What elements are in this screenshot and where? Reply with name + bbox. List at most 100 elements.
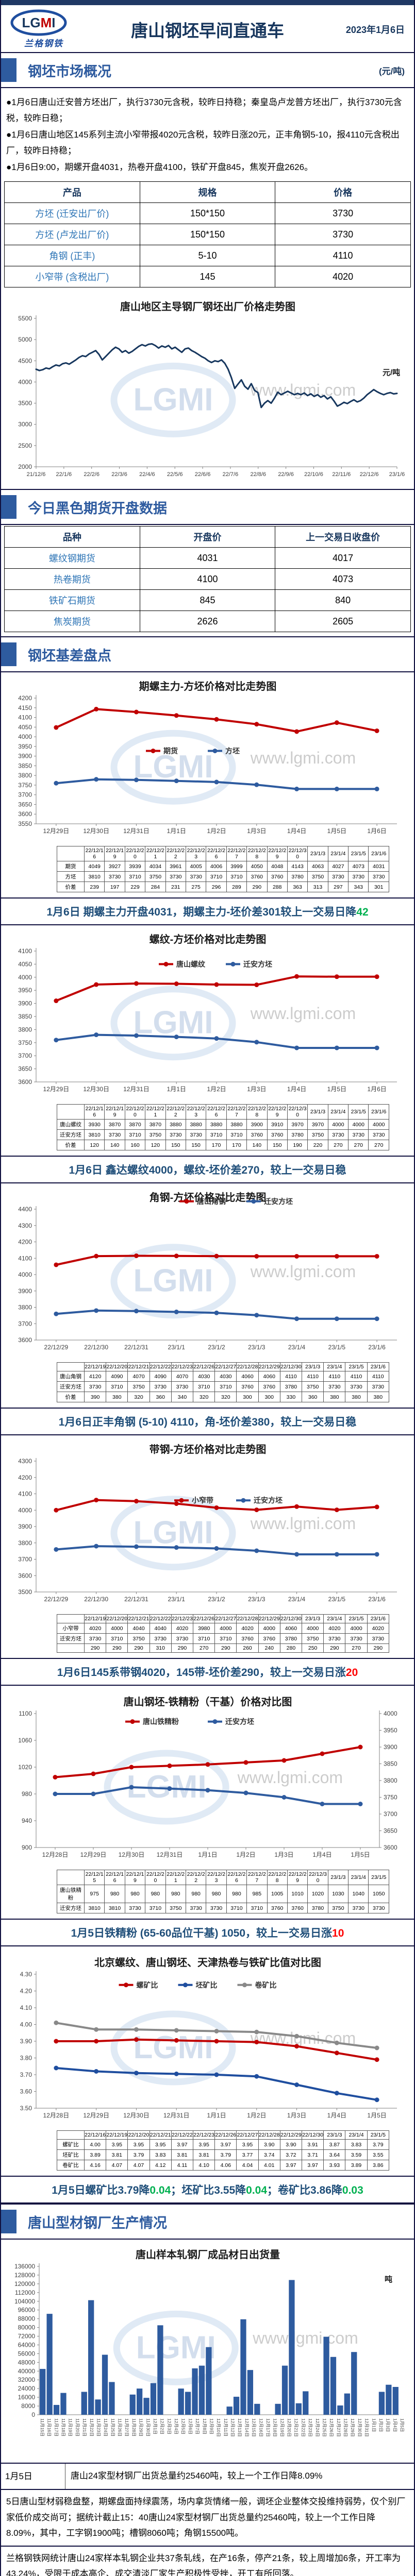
- svg-text:980: 980: [22, 1790, 32, 1798]
- svg-text:21/12/6: 21/12/6: [27, 471, 46, 478]
- svg-text:3.80: 3.80: [20, 2055, 32, 2062]
- svg-text:www.lgmi.com: www.lgmi.com: [250, 749, 356, 767]
- shipment-text: 唐山24家型材钢厂出货总量约25460吨，较上一个工作日降8.09%: [71, 2471, 323, 2481]
- chart-data-table: 22/12/15 22/12/16 22/12/19 22/12/20 22/12/21…: [57, 1870, 389, 1914]
- svg-text:23/1/1: 23/1/1: [168, 1596, 186, 1603]
- svg-text:4.00: 4.00: [20, 2021, 32, 2028]
- svg-text:12月3日: 12月3日: [167, 2418, 172, 2434]
- svg-text:3.60: 3.60: [20, 2088, 32, 2095]
- market-bullet-list: ●1月6日唐山迁安普方坯出厂，执行3730元含税，较昨日持稳；秦皇岛卢龙普方坯出…: [1, 88, 414, 180]
- svg-text:22/7/6: 22/7/6: [223, 471, 239, 478]
- svg-text:LGMI: LGMI: [134, 2030, 213, 2065]
- svg-text:12月18日: 12月18日: [273, 2418, 278, 2437]
- svg-text:12月16日: 12月16日: [258, 2418, 263, 2437]
- svg-text:1月2日: 1月2日: [247, 2112, 266, 2119]
- svg-text:12月17日: 12月17日: [265, 2418, 271, 2437]
- svg-text:12月28日: 12月28日: [42, 1851, 69, 1858]
- svg-text:136000: 136000: [14, 2263, 35, 2270]
- svg-text:4000: 4000: [18, 1506, 32, 1514]
- svg-text:12月29日: 12月29日: [83, 2112, 109, 2119]
- svg-text:3500: 3500: [18, 1588, 32, 1596]
- section-tab-icon: [1, 58, 16, 82]
- svg-text:1月5日: 1月5日: [367, 2112, 386, 2119]
- svg-text:小窄带: 小窄带: [192, 1496, 213, 1504]
- section-tab-icon: [1, 2210, 16, 2234]
- svg-text:11月26日: 11月26日: [118, 2418, 123, 2436]
- svg-text:1月2日: 1月2日: [236, 1851, 255, 1858]
- svg-text:11月29日: 11月29日: [139, 2418, 144, 2436]
- svg-text:3800: 3800: [18, 1539, 32, 1547]
- shipment-summary-row: 1月5日 唐山24家型材钢厂出货总量约25460吨，较上一个工作日降8.09%: [1, 2463, 414, 2489]
- table-row: 铁矿石期货 845 840: [4, 589, 411, 612]
- svg-text:12月20日: 12月20日: [287, 2418, 292, 2437]
- svg-text:12月10日: 12月10日: [216, 2418, 221, 2437]
- svg-text:22/2/6: 22/2/6: [84, 471, 99, 478]
- svg-text:1月4日: 1月4日: [287, 1086, 306, 1093]
- svg-text:22/9/6: 22/9/6: [278, 471, 294, 478]
- svg-text:12月24日: 12月24日: [315, 2418, 320, 2437]
- svg-text:1月1日: 1月1日: [371, 2418, 376, 2432]
- svg-text:12月25日: 12月25日: [322, 2418, 327, 2437]
- svg-text:4000: 4000: [18, 1271, 32, 1278]
- svg-text:23/1/4: 23/1/4: [288, 1344, 306, 1351]
- table-row: 方坯 (迁安出厂价) 150*150 3730: [4, 202, 411, 225]
- svg-text:12月23日: 12月23日: [308, 2418, 313, 2437]
- svg-text:22/12/6: 22/12/6: [360, 471, 379, 478]
- svg-text:12月11日: 12月11日: [223, 2418, 228, 2436]
- svg-text:3600: 3600: [18, 1078, 32, 1086]
- svg-text:23/1/5: 23/1/5: [328, 1596, 346, 1603]
- svg-text:22/5/6: 22/5/6: [167, 471, 183, 478]
- svg-text:迁安方坯: 迁安方坯: [225, 1718, 254, 1726]
- svg-text:迁安方坯: 迁安方坯: [243, 960, 272, 969]
- svg-text:3950: 3950: [18, 743, 32, 750]
- svg-text:4100: 4100: [18, 1490, 32, 1498]
- svg-text:16000: 16000: [18, 2394, 36, 2401]
- svg-text:4100: 4100: [18, 714, 32, 721]
- svg-text:4.30: 4.30: [20, 1971, 32, 1978]
- svg-text:3950: 3950: [18, 987, 32, 994]
- svg-text:迁安方坯: 迁安方坯: [254, 1496, 283, 1504]
- bullet-item: ●1月6日唐山地区145系列主流小窄带报4020元含税，较昨日涨20元，正丰角钢…: [6, 129, 400, 156]
- svg-text:期货: 期货: [163, 747, 178, 755]
- svg-text:4300: 4300: [18, 1458, 32, 1465]
- svg-text:卷矿比: 卷矿比: [255, 1981, 277, 1989]
- svg-text:4000: 4000: [18, 379, 32, 386]
- futures-open-table: 品种 开盘价 上一交易日收盘价 螺纹钢期货 4031 4017 热卷期货 4100 4073 铁矿…: [4, 526, 411, 633]
- svg-text:12月30日: 12月30日: [123, 2112, 150, 2119]
- svg-text:3650: 3650: [384, 1827, 397, 1835]
- svg-text:40000: 40000: [18, 2367, 36, 2375]
- production-paragraph-1: 5日唐山型材弱稳盘整，期螺盘面持绿震荡，场内拿货情绪一般，调坯企业整体交投维持弱…: [1, 2489, 414, 2546]
- svg-text:4150: 4150: [18, 704, 32, 711]
- svg-text:3700: 3700: [18, 791, 32, 799]
- svg-text:12月26日: 12月26日: [329, 2418, 334, 2437]
- svg-text:4000: 4000: [18, 733, 32, 740]
- table-angle-vs-billet: 22/12/19 22/12/20 22/12/21 22/12/22 22/12/23…: [1, 1362, 414, 1403]
- svg-text:11月25日: 11月25日: [110, 2418, 115, 2436]
- svg-text:3900: 3900: [384, 1743, 397, 1751]
- svg-text:12月9日: 12月9日: [209, 2418, 214, 2434]
- svg-text:11月18日: 11月18日: [61, 2418, 66, 2436]
- svg-text:4100: 4100: [18, 947, 32, 955]
- svg-text:12月15日: 12月15日: [252, 2418, 257, 2437]
- svg-text:期螺主力-方坯价格对比走势图: 期螺主力-方坯价格对比走势图: [139, 680, 277, 692]
- shipment-date: 1月5日: [1, 2464, 65, 2489]
- svg-text:32000: 32000: [18, 2376, 36, 2383]
- svg-text:唐山角钢: 唐山角钢: [197, 1197, 226, 1206]
- svg-text:3600: 3600: [384, 1844, 397, 1851]
- svg-text:23/1/3: 23/1/3: [248, 1596, 265, 1603]
- svg-text:1月4日: 1月4日: [327, 2112, 346, 2119]
- svg-text:3750: 3750: [18, 782, 32, 789]
- svg-text:1月2日: 1月2日: [207, 1086, 226, 1093]
- svg-text:64000: 64000: [18, 2342, 36, 2349]
- svg-text:11月30日: 11月30日: [145, 2418, 151, 2436]
- svg-text:1月1日: 1月1日: [207, 2112, 226, 2119]
- svg-text:5500: 5500: [18, 315, 32, 322]
- svg-text:12月4日: 12月4日: [174, 2418, 179, 2434]
- svg-text:3700: 3700: [18, 1556, 32, 1563]
- svg-text:3.90: 3.90: [20, 2038, 32, 2045]
- svg-text:12月14日: 12月14日: [244, 2418, 250, 2437]
- caption-iron-concentrate: 1月5日铁精粉 (65-60品位干基) 1050，较上一交易日涨10: [1, 1919, 414, 1947]
- svg-text:3900: 3900: [18, 753, 32, 760]
- svg-text:23/1/5: 23/1/5: [328, 1344, 346, 1351]
- svg-text:3800: 3800: [18, 1026, 32, 1033]
